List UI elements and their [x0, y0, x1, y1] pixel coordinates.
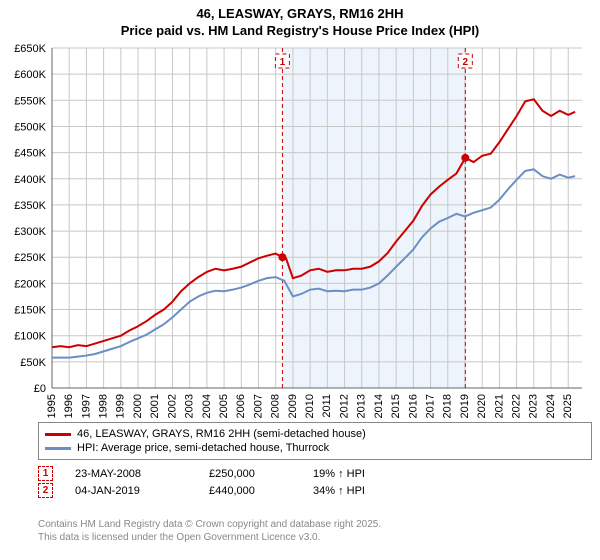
svg-text:2000: 2000: [132, 394, 144, 418]
svg-text:2004: 2004: [201, 394, 213, 418]
svg-text:2015: 2015: [390, 394, 402, 418]
svg-text:2024: 2024: [545, 394, 557, 418]
svg-text:2003: 2003: [184, 394, 196, 418]
svg-text:2020: 2020: [476, 394, 488, 418]
line-chart: £0£50K£100K£150K£200K£250K£300K£350K£400…: [52, 48, 582, 388]
sale-price: £440,000: [209, 485, 309, 497]
chart-container: 46, LEASWAY, GRAYS, RM16 2HH Price paid …: [0, 0, 600, 560]
svg-text:£500K: £500K: [14, 121, 46, 133]
svg-text:2013: 2013: [356, 394, 368, 418]
svg-text:2: 2: [463, 57, 469, 68]
svg-text:2019: 2019: [459, 394, 471, 418]
legend-label: HPI: Average price, semi-detached house,…: [77, 442, 329, 454]
svg-text:2021: 2021: [493, 394, 505, 418]
svg-text:£250K: £250K: [14, 252, 46, 264]
svg-text:2016: 2016: [407, 394, 419, 418]
legend-item: 46, LEASWAY, GRAYS, RM16 2HH (semi-detac…: [45, 427, 585, 441]
svg-text:£50K: £50K: [20, 357, 46, 369]
svg-text:2017: 2017: [424, 394, 436, 418]
title-line-1: 46, LEASWAY, GRAYS, RM16 2HH: [0, 6, 600, 23]
svg-text:1999: 1999: [115, 394, 127, 418]
legend-swatch: [45, 447, 71, 450]
footer-line-1: Contains HM Land Registry data © Crown c…: [38, 518, 381, 531]
svg-text:1995: 1995: [46, 394, 58, 418]
sale-event-row: 2 04-JAN-2019 £440,000 34% ↑ HPI: [38, 483, 413, 498]
svg-text:2001: 2001: [149, 394, 161, 418]
sale-price: £250,000: [209, 468, 309, 480]
svg-text:2014: 2014: [373, 394, 385, 418]
svg-text:£450K: £450K: [14, 148, 46, 160]
footer-attribution: Contains HM Land Registry data © Crown c…: [38, 518, 381, 544]
svg-text:2006: 2006: [235, 394, 247, 418]
title-line-2: Price paid vs. HM Land Registry's House …: [0, 23, 600, 40]
svg-text:2002: 2002: [166, 394, 178, 418]
sale-date: 23-MAY-2008: [75, 468, 205, 480]
sale-delta: 19% ↑ HPI: [313, 468, 413, 480]
svg-text:1998: 1998: [98, 394, 110, 418]
legend-item: HPI: Average price, semi-detached house,…: [45, 441, 585, 455]
svg-text:£550K: £550K: [14, 95, 46, 107]
sale-date: 04-JAN-2019: [75, 485, 205, 497]
svg-text:2005: 2005: [218, 394, 230, 418]
sale-event-row: 1 23-MAY-2008 £250,000 19% ↑ HPI: [38, 466, 413, 481]
svg-text:£350K: £350K: [14, 200, 46, 212]
svg-text:1997: 1997: [80, 394, 92, 418]
svg-text:£150K: £150K: [14, 305, 46, 317]
svg-text:£650K: £650K: [14, 43, 46, 55]
svg-text:£0: £0: [34, 383, 46, 395]
svg-text:£400K: £400K: [14, 174, 46, 186]
legend-label: 46, LEASWAY, GRAYS, RM16 2HH (semi-detac…: [77, 428, 366, 440]
sale-events-table: 1 23-MAY-2008 £250,000 19% ↑ HPI 2 04-JAN-201…: [38, 464, 413, 500]
svg-text:1: 1: [280, 57, 286, 68]
svg-text:2009: 2009: [287, 394, 299, 418]
legend-swatch: [45, 433, 71, 436]
svg-text:2022: 2022: [511, 394, 523, 418]
footer-line-2: This data is licensed under the Open Gov…: [38, 531, 381, 544]
sale-marker: 1: [38, 466, 53, 481]
svg-text:2025: 2025: [562, 394, 574, 418]
svg-text:2018: 2018: [442, 394, 454, 418]
svg-text:2023: 2023: [528, 394, 540, 418]
svg-text:2011: 2011: [321, 394, 333, 418]
svg-text:£600K: £600K: [14, 69, 46, 81]
svg-text:£200K: £200K: [14, 278, 46, 290]
sale-delta: 34% ↑ HPI: [313, 485, 413, 497]
svg-text:2010: 2010: [304, 394, 316, 418]
title-block: 46, LEASWAY, GRAYS, RM16 2HH Price paid …: [0, 0, 600, 44]
svg-text:2008: 2008: [270, 394, 282, 418]
svg-text:2007: 2007: [252, 394, 264, 418]
svg-text:2012: 2012: [338, 394, 350, 418]
legend: 46, LEASWAY, GRAYS, RM16 2HH (semi-detac…: [38, 422, 592, 460]
svg-text:1996: 1996: [63, 394, 75, 418]
svg-text:£300K: £300K: [14, 226, 46, 238]
sale-marker: 2: [38, 483, 53, 498]
svg-text:£100K: £100K: [14, 331, 46, 343]
